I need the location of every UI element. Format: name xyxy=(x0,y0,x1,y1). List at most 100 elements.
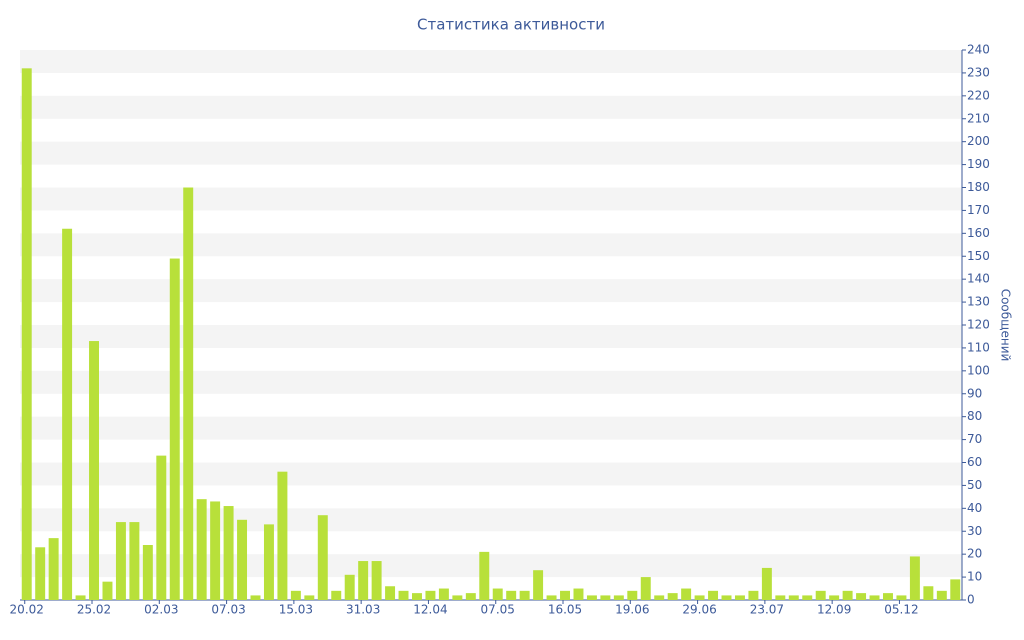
x-tick-label: 02.03 xyxy=(144,603,178,617)
bar xyxy=(196,499,207,600)
bar xyxy=(317,515,328,600)
bar xyxy=(129,522,140,600)
bar xyxy=(761,567,772,600)
grid-band xyxy=(20,279,962,303)
bar xyxy=(829,595,840,600)
bar xyxy=(48,538,59,600)
bar xyxy=(573,588,584,600)
bar xyxy=(681,588,692,600)
bar xyxy=(21,68,32,601)
bar xyxy=(560,590,570,600)
bar xyxy=(169,258,180,600)
bar xyxy=(950,579,961,600)
y-tick-label: 60 xyxy=(967,455,982,469)
y-tick-label: 240 xyxy=(967,43,990,57)
y-tick-label: 10 xyxy=(967,570,982,584)
y-tick-label: 120 xyxy=(967,318,990,332)
bar xyxy=(465,593,476,600)
x-tick-label: 23.07 xyxy=(750,603,784,617)
bar xyxy=(492,588,503,600)
bar xyxy=(425,590,436,600)
grid-band xyxy=(20,141,962,165)
bar xyxy=(344,574,355,600)
bar xyxy=(856,593,867,600)
bar xyxy=(183,187,194,600)
y-tick-label: 230 xyxy=(967,65,990,79)
y-tick-label: 140 xyxy=(967,272,990,286)
bar xyxy=(721,595,732,600)
bar xyxy=(250,595,261,600)
y-tick-label: 20 xyxy=(967,547,982,561)
grid-band xyxy=(20,95,962,119)
bar xyxy=(775,595,786,600)
x-tick-label: 31.03 xyxy=(346,603,380,617)
x-tick-label: 12.04 xyxy=(413,603,447,617)
bar xyxy=(694,595,705,600)
y-tick-label: 130 xyxy=(967,295,990,309)
bar xyxy=(156,455,167,600)
bar xyxy=(842,590,853,600)
grid-band xyxy=(20,325,962,348)
bar xyxy=(358,561,369,600)
y-tick-label: 40 xyxy=(967,501,982,515)
bar xyxy=(600,595,611,600)
bar xyxy=(412,593,422,600)
y-tick-label: 110 xyxy=(967,340,990,354)
y-tick-label: 150 xyxy=(967,249,990,263)
bar xyxy=(277,471,288,600)
x-tick-label: 29.06 xyxy=(682,603,716,617)
grid-band xyxy=(20,50,962,73)
bar xyxy=(748,590,759,600)
bar xyxy=(586,595,597,600)
bar xyxy=(519,590,530,600)
bar xyxy=(533,570,544,600)
y-tick-label: 30 xyxy=(967,524,982,538)
y-tick-label: 50 xyxy=(967,478,982,492)
bar xyxy=(210,501,221,600)
x-tick-label: 16.05 xyxy=(548,603,582,617)
x-tick-label: 07.03 xyxy=(211,603,245,617)
bar xyxy=(438,588,449,600)
bar xyxy=(708,590,719,600)
y-tick-label: 70 xyxy=(967,432,982,446)
bar xyxy=(102,581,113,600)
grid-band xyxy=(20,187,962,211)
y-tick-label: 190 xyxy=(967,157,990,171)
bar xyxy=(667,593,678,600)
bar xyxy=(640,577,651,600)
grid-band xyxy=(20,416,962,440)
bar xyxy=(909,556,920,600)
bar xyxy=(627,590,638,600)
x-tick-label: 25.02 xyxy=(77,603,111,617)
x-tick-label: 19.06 xyxy=(615,603,649,617)
bar xyxy=(263,524,274,600)
y-tick-label: 100 xyxy=(967,363,990,377)
bar xyxy=(923,586,934,600)
bar xyxy=(546,595,557,600)
bar xyxy=(734,595,745,600)
bar xyxy=(75,595,86,600)
bar xyxy=(613,595,624,600)
bar xyxy=(304,595,315,600)
bar xyxy=(788,595,799,600)
y-tick-label: 170 xyxy=(967,203,990,217)
bar xyxy=(115,522,126,600)
x-tick-label: 05.12 xyxy=(884,603,918,617)
y-tick-label: 160 xyxy=(967,226,990,240)
bar xyxy=(290,590,301,600)
bar xyxy=(869,595,880,600)
bar xyxy=(331,590,342,600)
bar xyxy=(883,593,893,600)
y-axis-title: Сообщений xyxy=(999,289,1013,362)
x-tick-label: 15.03 xyxy=(279,603,313,617)
bar xyxy=(479,551,490,600)
y-tick-label: 180 xyxy=(967,180,990,194)
y-tick-label: 210 xyxy=(967,111,990,125)
bar xyxy=(62,228,73,600)
bar xyxy=(237,519,248,600)
bar xyxy=(936,590,947,600)
y-tick-label: 0 xyxy=(967,593,975,607)
bar xyxy=(35,547,46,600)
grid-band xyxy=(20,554,962,578)
